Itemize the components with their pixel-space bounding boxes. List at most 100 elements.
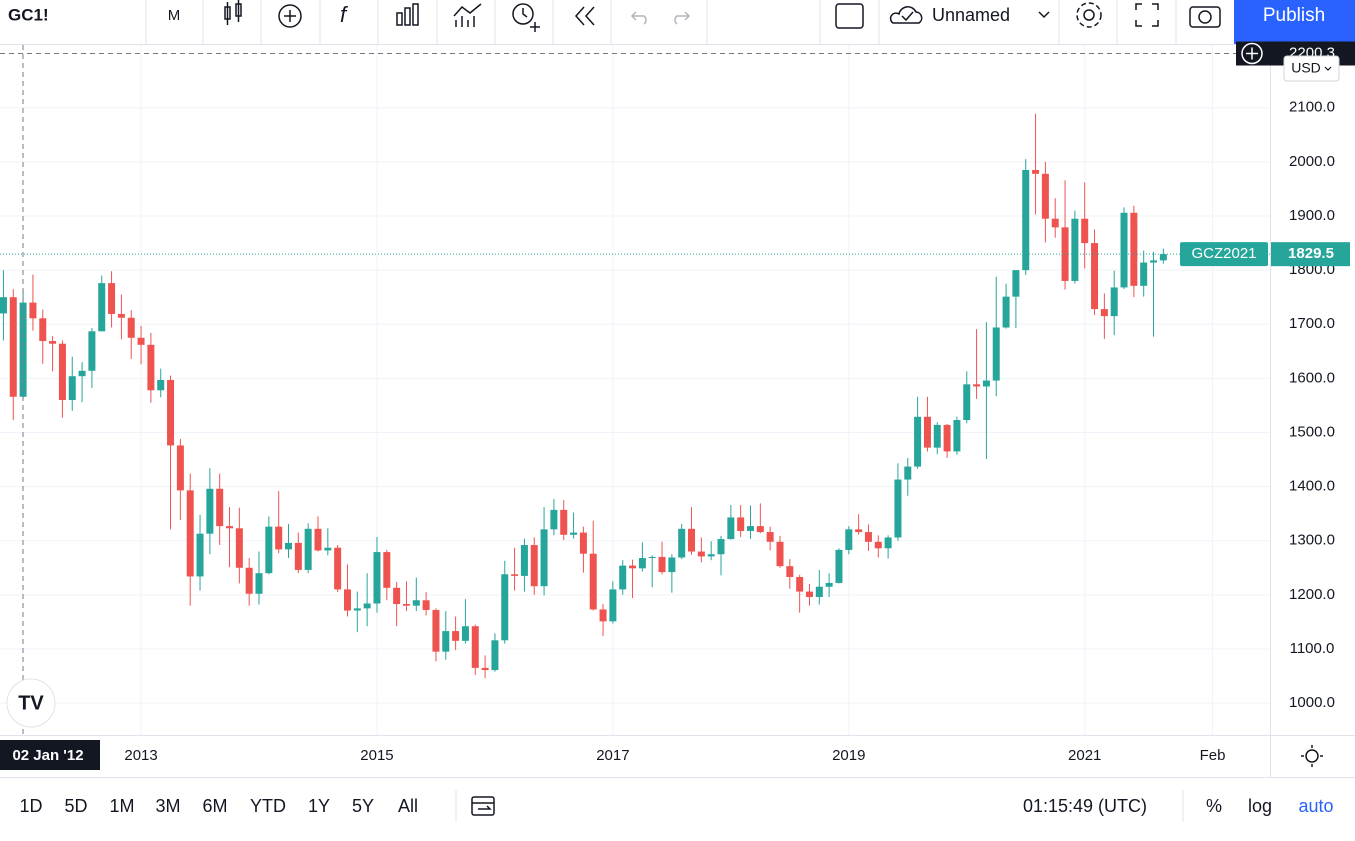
range-button[interactable]: All xyxy=(398,796,418,816)
range-button[interactable]: 1M xyxy=(109,796,134,816)
currency-button[interactable] xyxy=(1283,55,1340,82)
snapshot-icon[interactable] xyxy=(1189,6,1221,28)
publish-label[interactable]: Publish xyxy=(1263,5,1325,26)
candle-body xyxy=(285,542,293,550)
candle-body xyxy=(383,552,391,588)
candle-body xyxy=(933,424,941,448)
settings-icon[interactable] xyxy=(1076,2,1102,28)
y-tick-label: 1600.0 xyxy=(1289,369,1335,386)
indicators-add-icon[interactable] xyxy=(278,4,302,28)
range-button[interactable]: 1D xyxy=(19,796,42,816)
candle-body xyxy=(265,526,273,574)
candle-body xyxy=(461,626,469,641)
layout-name[interactable]: Unnamed xyxy=(932,5,1010,25)
toolbar-separators xyxy=(145,0,1177,44)
range-button[interactable]: 1Y xyxy=(308,796,330,816)
crosshair-add-button[interactable] xyxy=(1241,42,1263,65)
candle-body xyxy=(402,604,410,606)
fx-icon[interactable]: f xyxy=(340,2,349,27)
compare-icon[interactable] xyxy=(396,3,419,26)
candle-body xyxy=(815,586,823,597)
alert-icon[interactable] xyxy=(512,3,540,32)
candle-body xyxy=(49,341,57,344)
crosshair-date-box xyxy=(0,740,100,770)
candle-body xyxy=(304,528,312,570)
range-button[interactable]: 5Y xyxy=(352,796,374,816)
candle-body xyxy=(668,557,676,573)
candle-body xyxy=(511,574,519,576)
candle-body xyxy=(550,509,558,530)
last-price-box xyxy=(1271,242,1350,267)
y-tick-label: 1100.0 xyxy=(1290,640,1335,657)
candle-body xyxy=(186,490,194,577)
x-tick-label: 2017 xyxy=(596,747,629,764)
candle-body xyxy=(609,589,617,622)
tv-logo[interactable] xyxy=(6,678,56,728)
y-tick-label: 2100.0 xyxy=(1289,99,1335,116)
publish-button[interactable] xyxy=(1234,0,1355,44)
candle-body xyxy=(973,384,981,387)
candle-body xyxy=(530,545,538,587)
bottom-bar: 1D 5D 1M 3M 6M YTD 1Y 5Y All xyxy=(19,796,418,816)
auto-toggle[interactable]: auto xyxy=(1298,796,1333,816)
y-tick-label: 1400.0 xyxy=(1289,478,1335,495)
range-button[interactable]: 5D xyxy=(64,796,87,816)
interval[interactable]: M xyxy=(168,7,181,24)
candle-body xyxy=(658,556,666,573)
time-axis-settings[interactable] xyxy=(1301,745,1323,767)
candle-body xyxy=(914,416,922,467)
candle-body xyxy=(9,297,17,397)
candle-body xyxy=(737,517,745,531)
log-toggle[interactable]: log xyxy=(1248,796,1272,816)
date-range-icon[interactable] xyxy=(471,796,495,816)
candle-body xyxy=(963,384,971,421)
candle-body xyxy=(117,313,125,318)
y-tick-label: 1700.0 xyxy=(1289,315,1335,332)
undo-redo xyxy=(630,11,691,25)
y-tick-label: 1000.0 xyxy=(1289,694,1335,711)
candle-body xyxy=(982,380,990,387)
grid xyxy=(0,45,1270,735)
candles-icon[interactable] xyxy=(224,0,242,25)
candle-body xyxy=(98,283,106,332)
fullscreen-icon[interactable] xyxy=(1135,3,1159,27)
candle-body xyxy=(1012,270,1020,297)
candle-body xyxy=(904,466,912,480)
candle-body xyxy=(255,573,263,594)
symbol[interactable]: GC1! xyxy=(8,5,49,24)
candle-body xyxy=(845,529,853,550)
candle-body xyxy=(589,553,597,610)
candle-body xyxy=(147,344,155,391)
percent-toggle[interactable]: % xyxy=(1206,796,1222,816)
candle-body xyxy=(825,582,833,587)
candle-body xyxy=(343,589,351,611)
candle-body xyxy=(373,552,381,604)
candle-body xyxy=(727,517,735,540)
range-button[interactable]: YTD xyxy=(250,796,286,816)
currency-arrow xyxy=(1324,66,1332,71)
layout-menu-arrow[interactable] xyxy=(1038,11,1050,19)
candle-body xyxy=(796,576,804,592)
y-tick-label: 1900.0 xyxy=(1289,207,1335,224)
tv-logo-mark[interactable]: TV xyxy=(18,692,44,714)
candle-body xyxy=(58,343,66,401)
candle-body xyxy=(314,528,322,551)
candle-body xyxy=(1041,173,1049,219)
range-button[interactable]: 3M xyxy=(155,796,180,816)
clock: 01:15:49 (UTC) xyxy=(1023,796,1147,816)
candle-body xyxy=(294,542,302,570)
candle-body xyxy=(452,631,460,641)
candle-body xyxy=(137,337,145,345)
candle-body xyxy=(422,600,430,610)
range-button[interactable]: 6M xyxy=(202,796,227,816)
templates-icon[interactable] xyxy=(453,3,482,27)
candle-body xyxy=(245,567,253,594)
candle-body xyxy=(1091,243,1099,310)
candle-body xyxy=(520,545,528,576)
layout-icon[interactable] xyxy=(835,3,864,29)
candle-body xyxy=(501,574,509,641)
replay-icon[interactable] xyxy=(574,6,595,26)
y-tick-label: 2000.0 xyxy=(1289,153,1335,170)
candle-body xyxy=(176,445,184,491)
